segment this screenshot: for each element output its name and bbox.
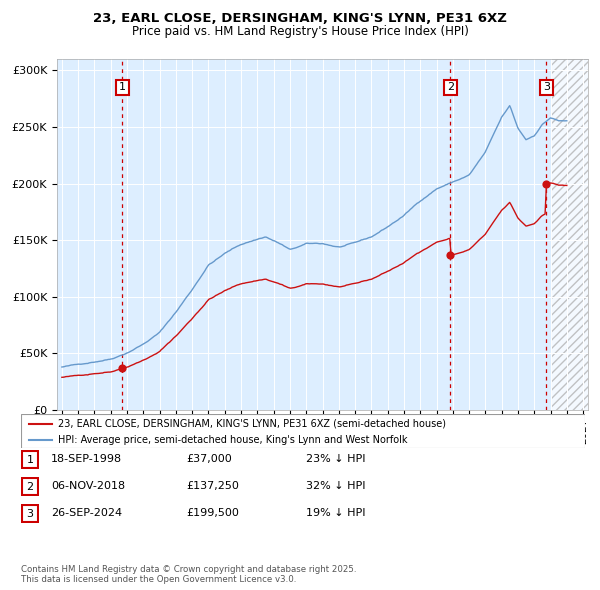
Bar (551, 59, 588, 410)
Point (445, 250, 455, 260)
Text: 23, EARL CLOSE, DERSINGHAM, KING'S LYNN, PE31 6XZ (semi-detached house): 23, EARL CLOSE, DERSINGHAM, KING'S LYNN,… (58, 419, 446, 429)
Text: 32% ↓ HPI: 32% ↓ HPI (306, 481, 365, 491)
Text: 2: 2 (446, 83, 454, 92)
Text: £137,250: £137,250 (186, 481, 239, 491)
FancyBboxPatch shape (22, 451, 38, 468)
Text: 23% ↓ HPI: 23% ↓ HPI (306, 454, 365, 464)
Text: 19% ↓ HPI: 19% ↓ HPI (306, 509, 365, 518)
Text: £37,000: £37,000 (186, 454, 232, 464)
Text: 2: 2 (26, 482, 34, 491)
FancyBboxPatch shape (22, 506, 38, 522)
Text: HPI: Average price, semi-detached house, King's Lynn and West Norfolk: HPI: Average price, semi-detached house,… (58, 435, 407, 445)
Text: Contains HM Land Registry data © Crown copyright and database right 2025.
This d: Contains HM Land Registry data © Crown c… (21, 565, 356, 584)
Text: 23, EARL CLOSE, DERSINGHAM, KING'S LYNN, PE31 6XZ: 23, EARL CLOSE, DERSINGHAM, KING'S LYNN,… (93, 12, 507, 25)
Point (542, 179, 551, 189)
FancyBboxPatch shape (21, 414, 585, 448)
Text: 06-NOV-2018: 06-NOV-2018 (51, 481, 125, 491)
Text: 1: 1 (119, 83, 126, 92)
Point (118, 363, 127, 373)
Text: 26-SEP-2024: 26-SEP-2024 (51, 509, 122, 518)
Text: 18-SEP-1998: 18-SEP-1998 (51, 454, 122, 464)
Text: 1: 1 (26, 455, 34, 464)
FancyBboxPatch shape (22, 478, 38, 495)
Text: 3: 3 (26, 509, 34, 519)
Text: Price paid vs. HM Land Registry's House Price Index (HPI): Price paid vs. HM Land Registry's House … (131, 25, 469, 38)
Text: 3: 3 (543, 83, 550, 92)
Text: £199,500: £199,500 (186, 509, 239, 518)
